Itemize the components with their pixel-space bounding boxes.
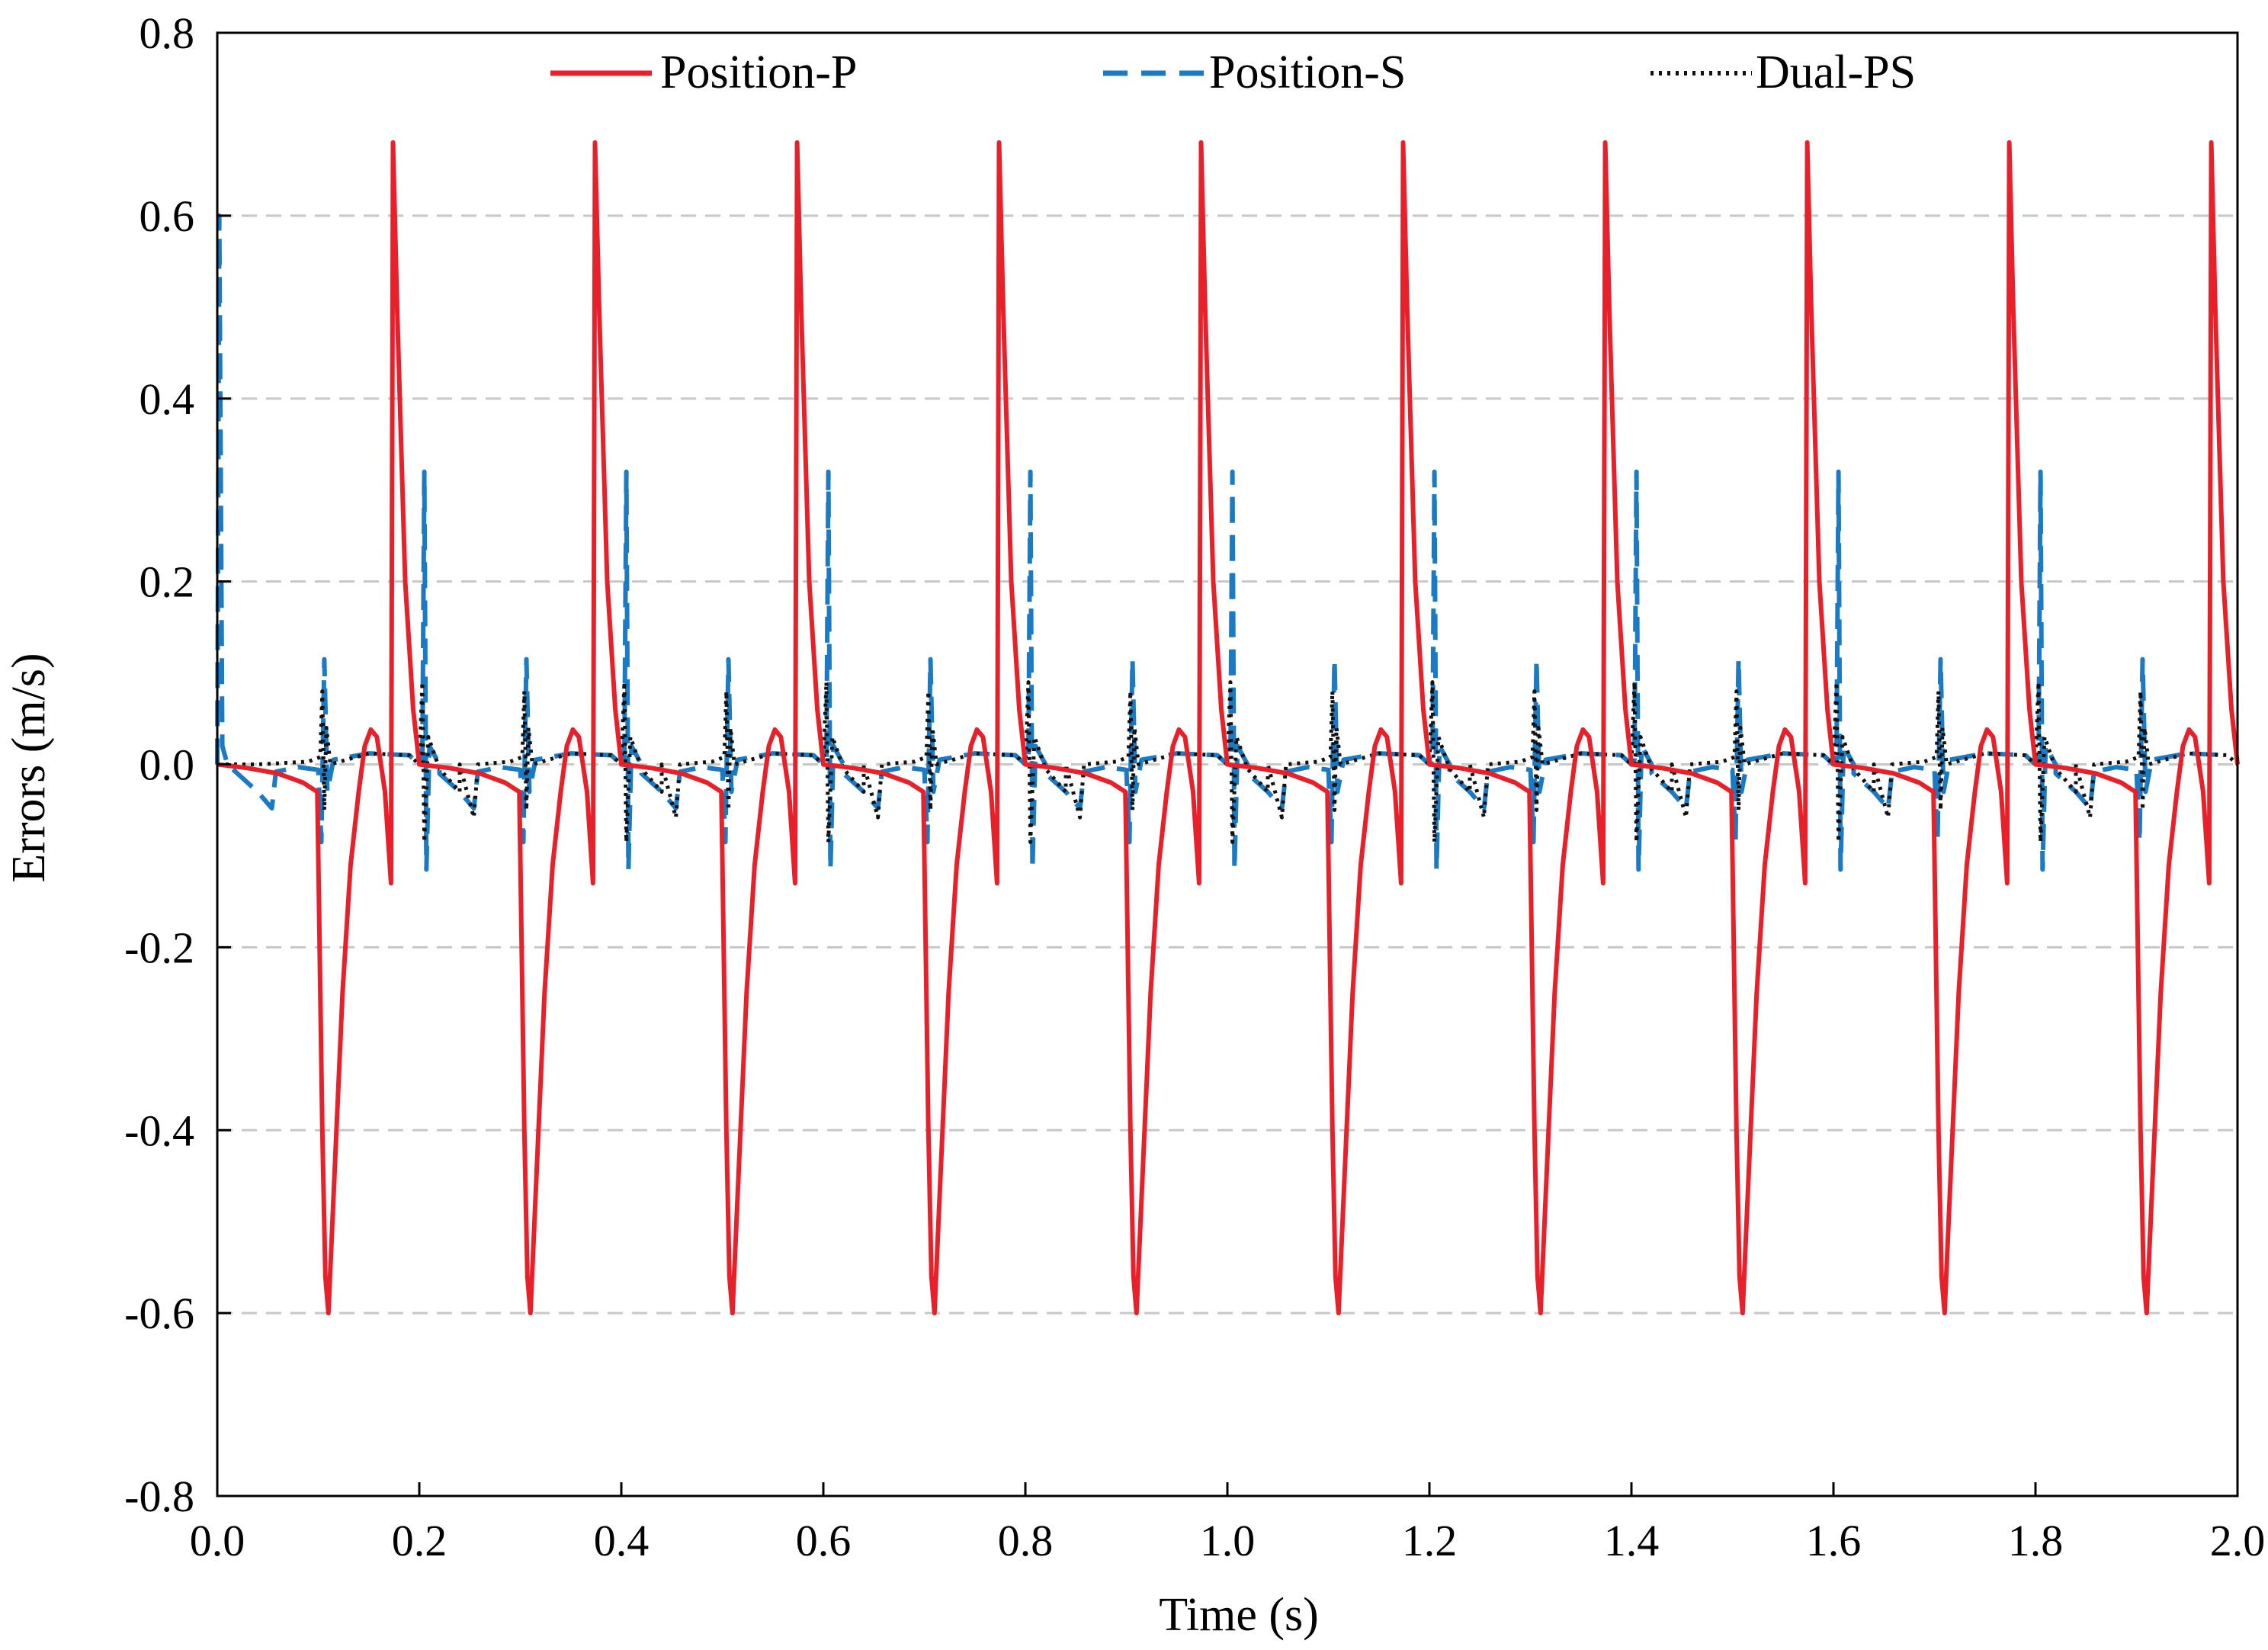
y-tick-label-1: 0.6 [140, 191, 195, 241]
series-line-position-s [215, 213, 2228, 872]
y-tick-label-3: 0.2 [140, 557, 195, 607]
x-tick-label-4: 0.8 [998, 1516, 1054, 1565]
y-tick-label-8: -0.8 [124, 1472, 194, 1521]
x-tick-label-0: 0.0 [190, 1516, 245, 1565]
y-tick-label-2: 0.4 [140, 374, 195, 424]
series-line-position-p [217, 140, 2240, 1316]
x-axis-label: Time (s) [1159, 1589, 1319, 1641]
x-tick-label-3: 0.6 [796, 1516, 852, 1565]
legend-label-position-p: Position-P [660, 47, 857, 98]
x-tick-label-9: 1.8 [2008, 1516, 2064, 1565]
x-tick-label-5: 1.0 [1200, 1516, 1256, 1565]
x-tick-label-1: 0.2 [392, 1516, 448, 1565]
x-tick-label-10: 2.0 [2210, 1516, 2266, 1565]
series-layer [215, 140, 2240, 1316]
x-tick-label-6: 1.2 [1402, 1516, 1458, 1565]
y-tick-label-7: -0.6 [124, 1289, 194, 1338]
legend: Position-P Position-S Dual-PS [550, 47, 1916, 98]
y-axis-label: Errors (m/s) [3, 653, 55, 882]
y-tick-label-6: -0.4 [124, 1106, 194, 1155]
y-tick-label-0: 0.8 [140, 8, 195, 58]
y-tick-label-4: 0.0 [140, 740, 195, 790]
y-tick-label-5: -0.2 [124, 923, 194, 972]
x-tick-label-7: 1.4 [1604, 1516, 1660, 1565]
x-tick-label-8: 1.6 [1806, 1516, 1862, 1565]
x-tick-label-2: 0.4 [594, 1516, 650, 1565]
legend-label-dual-ps: Dual-PS [1756, 47, 1916, 98]
legend-label-position-s: Position-S [1209, 47, 1406, 98]
axis-ticks: 0.0 0.2 0.4 0.6 0.8 1.0 1.2 1.4 1.6 1.8 2.0 0.8 0.6 0… [124, 8, 2265, 1565]
